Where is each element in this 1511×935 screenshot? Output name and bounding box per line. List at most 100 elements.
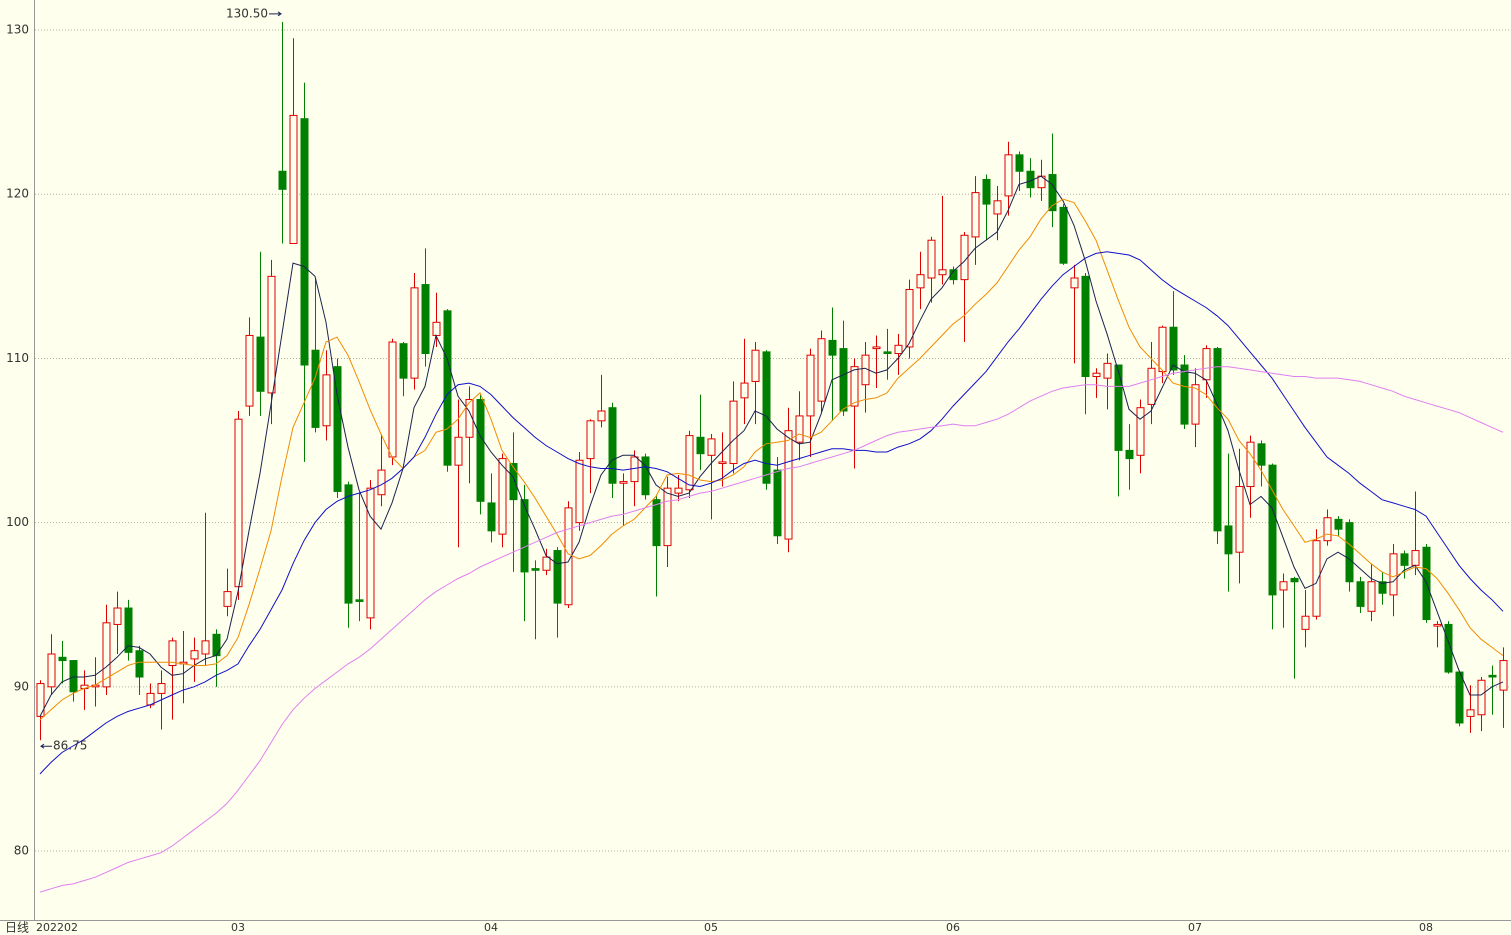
period-label: 日线 xyxy=(5,921,29,935)
candle-body xyxy=(388,341,397,458)
x-tick-label: 04 xyxy=(484,921,498,934)
candle-body xyxy=(817,338,826,402)
candle-body xyxy=(520,499,529,573)
y-tick-label: 110 xyxy=(6,351,29,365)
candle-body xyxy=(1356,581,1365,607)
candle-body xyxy=(1048,174,1057,212)
candle-body xyxy=(311,349,320,428)
candle-body xyxy=(828,339,837,356)
candle-body xyxy=(1004,154,1013,197)
candle-body xyxy=(1246,441,1255,488)
candle-body xyxy=(652,499,661,547)
candle-body xyxy=(410,287,419,379)
moving-average-line xyxy=(39,175,1504,717)
candle-body xyxy=(1290,577,1299,583)
candle-body xyxy=(531,568,540,571)
candle-body xyxy=(1257,443,1266,466)
candle-body xyxy=(586,420,595,460)
candle-body xyxy=(190,650,199,660)
y-tick-label: 90 xyxy=(14,679,29,693)
candle-body xyxy=(597,410,606,422)
candle-body xyxy=(201,640,210,655)
x-tick-label: 07 xyxy=(1188,921,1202,934)
candle-body xyxy=(245,334,254,407)
candle-body xyxy=(916,274,925,289)
candle-body xyxy=(949,269,958,281)
candle-body xyxy=(223,591,232,607)
candle-body xyxy=(399,343,408,379)
x-tick-label: 08 xyxy=(1419,921,1433,934)
candle-body xyxy=(509,463,518,501)
candle-body xyxy=(1301,615,1310,630)
candle-body xyxy=(465,398,474,438)
candle-body xyxy=(1444,623,1453,673)
candle-body xyxy=(993,200,1002,215)
candle-body xyxy=(1488,674,1497,678)
candle-body xyxy=(1213,348,1222,532)
candle-body xyxy=(1169,326,1178,371)
candle-body xyxy=(58,656,67,662)
min-annotation: 86.75 xyxy=(53,739,87,753)
candle-body xyxy=(47,653,56,688)
candle-body xyxy=(1466,709,1475,717)
candle-body xyxy=(795,415,804,443)
candle-body xyxy=(1400,553,1409,566)
moving-average-line xyxy=(39,198,1504,721)
candle-body xyxy=(1389,553,1398,596)
candle-body xyxy=(883,351,892,355)
candle-body xyxy=(663,487,672,547)
candle-body xyxy=(69,660,78,693)
candle-body xyxy=(1323,517,1332,542)
candle-body xyxy=(344,484,353,604)
candle-body xyxy=(1499,660,1508,691)
candle-body xyxy=(454,436,463,466)
candle-body xyxy=(773,469,782,537)
moving-average-line xyxy=(39,366,1504,893)
y-tick-label: 130 xyxy=(6,23,29,37)
candle-body xyxy=(806,354,815,417)
candle-body xyxy=(157,683,166,694)
candle-body xyxy=(718,461,727,465)
max-annotation: 130.50 xyxy=(226,6,268,20)
candle-body xyxy=(619,481,628,484)
candle-body xyxy=(333,366,342,492)
candle-body xyxy=(289,114,298,245)
candle-body xyxy=(729,400,738,465)
candle-body xyxy=(498,458,507,535)
candle-body xyxy=(300,118,309,366)
candle-body xyxy=(1367,581,1376,612)
candle-body xyxy=(564,507,573,606)
candle-body xyxy=(850,366,859,407)
candle-body xyxy=(971,192,980,238)
x-tick-label: 06 xyxy=(946,921,960,934)
candle-body xyxy=(872,346,881,350)
candle-body xyxy=(168,640,177,666)
candle-body xyxy=(1136,407,1145,456)
candle-body xyxy=(1235,486,1244,553)
candle-body xyxy=(1059,206,1068,264)
candle-body xyxy=(234,418,243,588)
candle-body xyxy=(762,351,771,484)
candle-body xyxy=(1411,550,1420,566)
candle-body xyxy=(487,502,496,532)
candle-body xyxy=(1433,623,1442,627)
candle-body xyxy=(1158,326,1167,373)
candle-body xyxy=(674,487,683,494)
candle-body xyxy=(421,284,430,355)
candle-body xyxy=(938,269,947,276)
candle-body xyxy=(377,469,386,496)
candle-body xyxy=(575,459,584,524)
candle-body xyxy=(124,607,133,653)
candle-body xyxy=(1378,581,1387,594)
candle-body xyxy=(1114,364,1123,451)
candle-body xyxy=(1070,277,1079,289)
candle-body xyxy=(1279,581,1288,591)
candle-body xyxy=(1015,154,1024,172)
candle-body xyxy=(1103,362,1112,379)
candle-body xyxy=(432,321,441,336)
candle-body xyxy=(476,398,485,502)
candle-body xyxy=(102,622,111,688)
candle-body xyxy=(212,633,221,657)
candle-body xyxy=(641,456,650,496)
